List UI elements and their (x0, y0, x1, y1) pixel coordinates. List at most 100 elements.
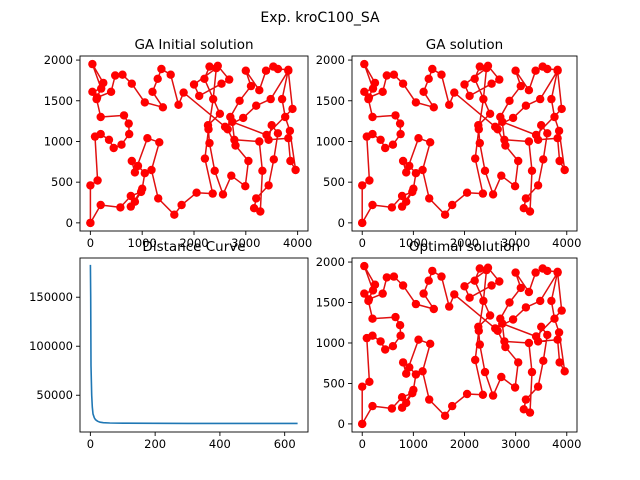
city-point (203, 121, 213, 130)
city-point (398, 79, 408, 88)
x-tick-label: 0 (359, 437, 366, 451)
city-point (536, 296, 545, 306)
city-point (547, 296, 556, 306)
city-point (360, 59, 369, 69)
city-point (362, 132, 371, 141)
distance-line (89, 264, 298, 425)
x-tick-label: 3000 (501, 437, 530, 451)
city-point (488, 190, 498, 199)
city-point (378, 289, 387, 298)
city-point (286, 156, 295, 166)
city-point (273, 64, 283, 74)
city-point (521, 194, 531, 203)
y-tick-label: 2000 (316, 255, 345, 269)
city-point (288, 104, 297, 114)
city-point (192, 188, 201, 197)
city-point (358, 382, 367, 391)
city-point (398, 358, 408, 367)
city-point (471, 355, 480, 365)
city-point (428, 266, 437, 276)
city-point (174, 100, 183, 110)
city-point (543, 330, 552, 340)
city-point (462, 188, 472, 197)
y-tick-label: 1500 (316, 94, 345, 108)
panel-title: Optimal solution (409, 239, 520, 255)
city-point (414, 134, 423, 143)
city-point (249, 204, 259, 213)
city-point (261, 66, 271, 75)
city-point (553, 335, 562, 344)
city-point (531, 268, 540, 277)
city-point (368, 200, 377, 210)
city-point (97, 84, 106, 93)
city-point (555, 358, 564, 367)
city-point (521, 303, 531, 312)
city-point (208, 189, 217, 198)
y-tick-label: 0 (338, 216, 345, 230)
city-point (485, 109, 495, 119)
city-point (395, 119, 405, 128)
city-point (405, 161, 414, 171)
city-point (475, 340, 484, 349)
city-point (266, 94, 275, 104)
city-point (425, 395, 434, 404)
city-point (389, 70, 399, 79)
city-point (516, 81, 525, 91)
city-point (414, 335, 423, 344)
city-point (368, 112, 377, 122)
city-point (179, 88, 188, 97)
city-point (498, 319, 507, 328)
city-point (360, 87, 369, 97)
city-point (524, 86, 534, 95)
city-point (155, 138, 164, 147)
city-point (426, 138, 435, 147)
city-point (547, 94, 556, 104)
city-point (90, 132, 100, 141)
city-point (284, 66, 293, 75)
city-point (368, 286, 378, 295)
city-point (537, 322, 546, 331)
city-point (119, 111, 129, 120)
city-point (239, 113, 248, 123)
city-point (475, 138, 484, 148)
city-point (126, 202, 135, 211)
city-point (511, 268, 520, 277)
city-point (86, 218, 95, 228)
city-point (277, 94, 287, 104)
city-point (487, 281, 496, 290)
y-tick-label: 500 (323, 175, 345, 189)
city-point (365, 176, 374, 185)
x-tick-label: 2000 (450, 236, 479, 250)
city-point (170, 210, 179, 219)
city-point (147, 165, 156, 175)
city-point (364, 94, 373, 104)
city-point (285, 126, 295, 136)
city-point (111, 71, 120, 80)
city-point (475, 264, 484, 273)
y-tick-label: 150000 (29, 290, 73, 304)
city-point (396, 331, 405, 340)
city-point (555, 156, 564, 166)
city-point (358, 218, 367, 228)
city-point (524, 287, 534, 297)
city-point (508, 315, 518, 324)
city-point (419, 289, 428, 298)
city-point (153, 74, 162, 84)
city-point (524, 137, 534, 146)
y-tick-label: 2000 (316, 53, 345, 67)
city-point (450, 290, 459, 299)
x-tick-label: 4000 (552, 236, 581, 250)
plot-area (89, 264, 298, 425)
city-point (158, 103, 168, 112)
city-point (109, 143, 118, 153)
city-point (205, 138, 214, 148)
city-point (376, 337, 385, 346)
city-point (409, 184, 418, 193)
city-point (521, 395, 531, 404)
city-point (252, 101, 261, 110)
city-point (368, 401, 377, 411)
city-point (200, 74, 209, 84)
city-point (553, 268, 562, 277)
city-point (358, 181, 367, 190)
